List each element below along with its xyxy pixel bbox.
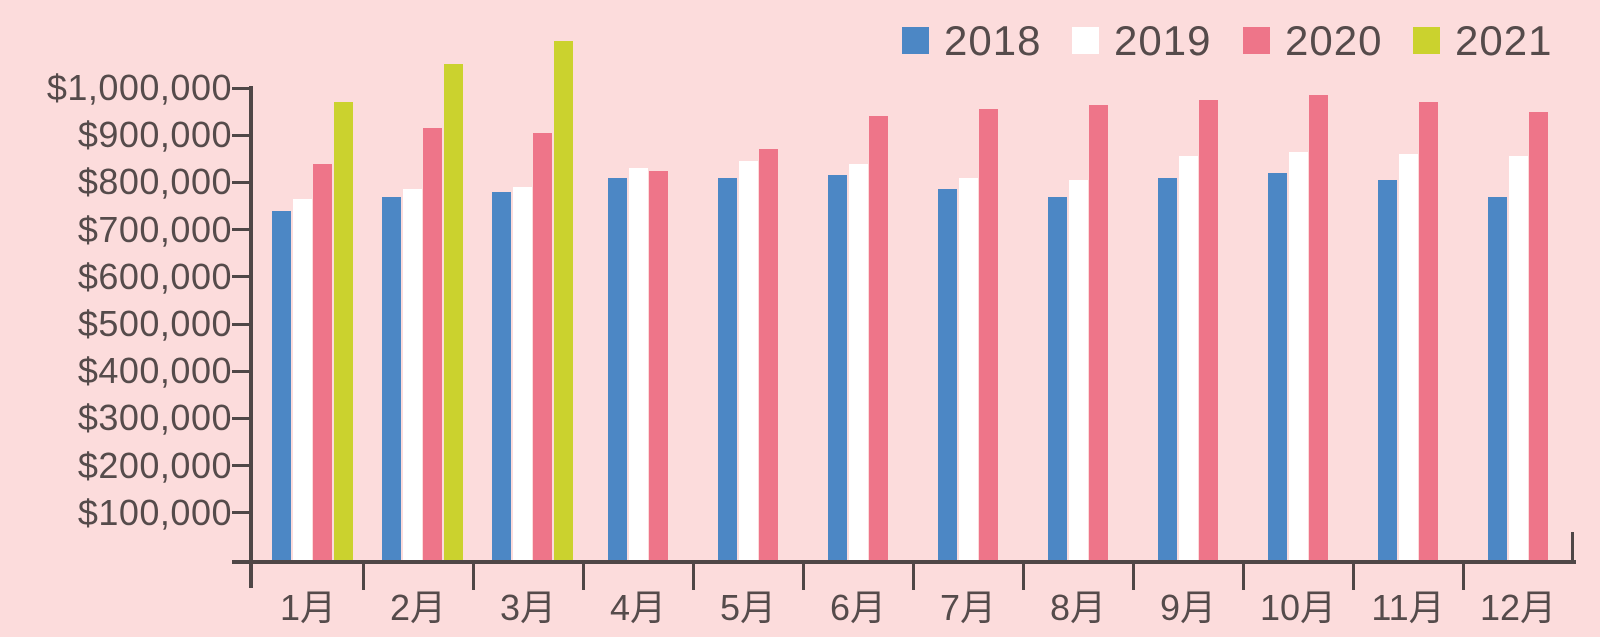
y-tick (232, 133, 249, 137)
x-tick-label: 1月 (279, 587, 337, 628)
legend-label-2019: 2019 (1114, 17, 1212, 64)
bar-2020-1月 (313, 163, 332, 560)
y-tick-label: $900,000 (77, 114, 232, 156)
y-tick-label: $600,000 (77, 255, 232, 297)
bar-2020-6月 (869, 116, 888, 560)
y-tick (232, 369, 249, 373)
legend-swatch-2019 (1072, 27, 1099, 54)
bar-2018-12月 (1488, 196, 1507, 560)
legend-label-2021: 2021 (1455, 17, 1553, 64)
legend-label-2018: 2018 (944, 17, 1042, 64)
bar-2021-3月 (553, 40, 573, 560)
y-tick-label: $500,000 (77, 303, 232, 344)
bar-2021-1月 (333, 102, 353, 560)
bar-2020-4月 (649, 170, 668, 560)
x-tick-label: 9月 (1159, 587, 1217, 628)
x-tick (471, 564, 475, 590)
x-tick-label: 5月 (719, 587, 777, 628)
x-tick (361, 564, 365, 590)
bar-2018-1月 (272, 210, 291, 560)
bar-2019-11月 (1398, 154, 1418, 560)
y-tick (232, 275, 249, 279)
bar-2020-11月 (1419, 102, 1438, 560)
bar-2018-3月 (492, 191, 511, 560)
bar-2019-8月 (1068, 180, 1088, 560)
bar-2021-2月 (443, 64, 463, 560)
x-tick (801, 564, 805, 590)
bar-2018-2月 (382, 196, 401, 560)
bar-2019-1月 (292, 198, 312, 560)
bar-2018-5月 (718, 177, 737, 560)
bar-2020-5月 (759, 149, 778, 560)
bar-2019-12月 (1508, 156, 1528, 560)
y-tick-label: $300,000 (77, 397, 232, 439)
bar-2020-8月 (1089, 104, 1108, 560)
x-tick (1021, 564, 1025, 590)
bar-2018-7月 (938, 189, 957, 560)
x-tick-label: 11月 (1371, 587, 1445, 628)
y-tick (232, 322, 249, 326)
bar-2020-10月 (1309, 95, 1328, 560)
legend-swatch-2021 (1413, 27, 1440, 54)
y-tick-label: $400,000 (77, 350, 232, 392)
x-tick (581, 564, 585, 590)
y-tick (232, 511, 249, 515)
y-tick (232, 464, 249, 468)
y-tick-label: $1,000,000 (46, 67, 232, 108)
x-tick-label: 2月 (389, 587, 447, 628)
x-tick (1131, 564, 1135, 590)
y-tick (232, 180, 249, 184)
bar-2020-9月 (1199, 99, 1218, 560)
bar-2019-7月 (958, 177, 978, 560)
y-tick-label: $100,000 (77, 491, 232, 533)
x-tick-label: 7月 (939, 587, 997, 628)
y-tick-label: $700,000 (77, 208, 232, 250)
x-tick-label: 3月 (499, 587, 557, 628)
x-tick (1241, 564, 1245, 590)
x-tick-label: 10月 (1259, 587, 1337, 628)
y-tick (232, 416, 249, 420)
bar-2019-2月 (402, 189, 422, 560)
bar-2020-2月 (423, 128, 442, 560)
bar-2018-6月 (828, 175, 847, 560)
bar-2019-6月 (848, 163, 868, 560)
bar-2020-12月 (1529, 111, 1548, 560)
bar-2018-9月 (1158, 177, 1177, 560)
legend-swatch-2020 (1243, 27, 1270, 54)
bar-2019-3月 (512, 187, 532, 560)
bar-2018-10月 (1268, 172, 1287, 560)
bar-2019-9月 (1178, 156, 1198, 560)
bar-2020-3月 (533, 132, 552, 560)
x-tick (691, 564, 695, 590)
y-tick-label: $200,000 (77, 444, 232, 486)
legend-swatch-2018 (902, 27, 929, 54)
bar-2018-4月 (608, 177, 627, 560)
x-axis-end-tick (1571, 532, 1574, 560)
bar-2019-10月 (1288, 151, 1308, 560)
bar-2019-5月 (738, 161, 758, 560)
y-axis-line (249, 86, 253, 588)
x-tick (1461, 564, 1465, 590)
y-tick-label: $800,000 (77, 161, 232, 203)
bar-2018-11月 (1378, 180, 1397, 560)
y-tick (232, 228, 249, 232)
bar-2018-8月 (1048, 196, 1067, 560)
x-tick-label: 8月 (1049, 587, 1107, 628)
x-tick-label: 12月 (1479, 587, 1557, 628)
x-tick-label: 4月 (609, 587, 667, 628)
x-tick (911, 564, 915, 590)
x-axis-line (232, 560, 1576, 564)
x-tick-label: 6月 (829, 587, 887, 628)
bar-2020-7月 (979, 109, 998, 560)
y-tick (232, 86, 249, 90)
x-tick (1351, 564, 1355, 590)
legend-label-2020: 2020 (1285, 17, 1383, 64)
bar-2019-4月 (628, 168, 648, 560)
